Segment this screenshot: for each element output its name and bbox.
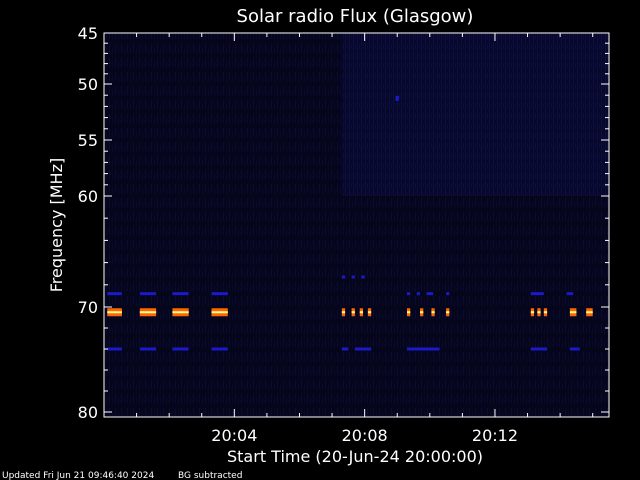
burst-peak (530, 311, 535, 314)
burst-peak (446, 311, 450, 314)
y-axis-label: Frequency [MHz] (47, 158, 66, 292)
emission-mark (341, 347, 349, 351)
burst-peak (586, 311, 593, 314)
burst-peak (211, 311, 228, 314)
emission-mark (172, 347, 189, 351)
y-axis: 45 50 55 60 70 80 (78, 24, 609, 422)
emission-mark (107, 347, 122, 351)
emission-mark (361, 275, 365, 279)
y-tick-label: 55 (78, 131, 98, 150)
emission-mark (351, 275, 355, 279)
burst-peak (107, 311, 122, 314)
emission-mark (172, 292, 189, 296)
emission-mark (407, 347, 440, 351)
emission-mark (354, 347, 372, 351)
y-tick-label: 60 (78, 187, 98, 206)
burst-peak (367, 311, 372, 314)
x-axis: 20:04 20:08 20:12 (136, 33, 594, 445)
updated-timestamp: Updated Fri Jun 21 09:46:40 2024 (2, 471, 154, 480)
y-tick-label: 70 (78, 298, 98, 317)
x-tick-label: 20:12 (472, 426, 518, 445)
emission-mark (107, 292, 122, 296)
y-tick-label: 45 (78, 24, 98, 43)
emission-mark (139, 292, 157, 296)
plot-area (104, 33, 609, 417)
burst-peak (431, 311, 435, 314)
burst-peak (341, 311, 346, 314)
burst-peak (537, 311, 541, 314)
emission-mark (530, 347, 548, 351)
emission-bands (107, 95, 593, 351)
emission-mark (530, 292, 544, 296)
plot-frame (103, 32, 610, 418)
emission-mark (211, 347, 228, 351)
emission-mark (139, 347, 157, 351)
x-tick-label: 20:08 (342, 426, 388, 445)
emission-mark (341, 275, 346, 279)
y-tick-label: 80 (78, 403, 98, 422)
y-tick-label: 50 (78, 75, 98, 94)
burst-peak (543, 311, 548, 314)
burst-peak (139, 311, 157, 314)
plot-active-region (341, 33, 609, 196)
burst-peak (569, 311, 577, 314)
emission-mark (426, 292, 434, 296)
emission-mark (446, 292, 450, 296)
burst-peak (407, 311, 411, 314)
burst-peak (420, 311, 424, 314)
burst-peak (351, 311, 355, 314)
x-tick-label: 20:04 (211, 426, 257, 445)
emission-mark (566, 292, 574, 296)
emission-mark (395, 95, 399, 101)
emission-mark (407, 292, 411, 296)
burst-peak (172, 311, 189, 314)
emission-mark (211, 292, 228, 296)
chart-title: Solar radio Flux (Glasgow) (237, 6, 474, 27)
burst-peak (359, 311, 364, 314)
emission-mark (569, 347, 580, 351)
emission-mark (416, 292, 421, 296)
x-axis-label: Start Time (20-Jun-24 20:00:00) (227, 447, 483, 466)
bg-note: BG subtracted (178, 471, 242, 480)
